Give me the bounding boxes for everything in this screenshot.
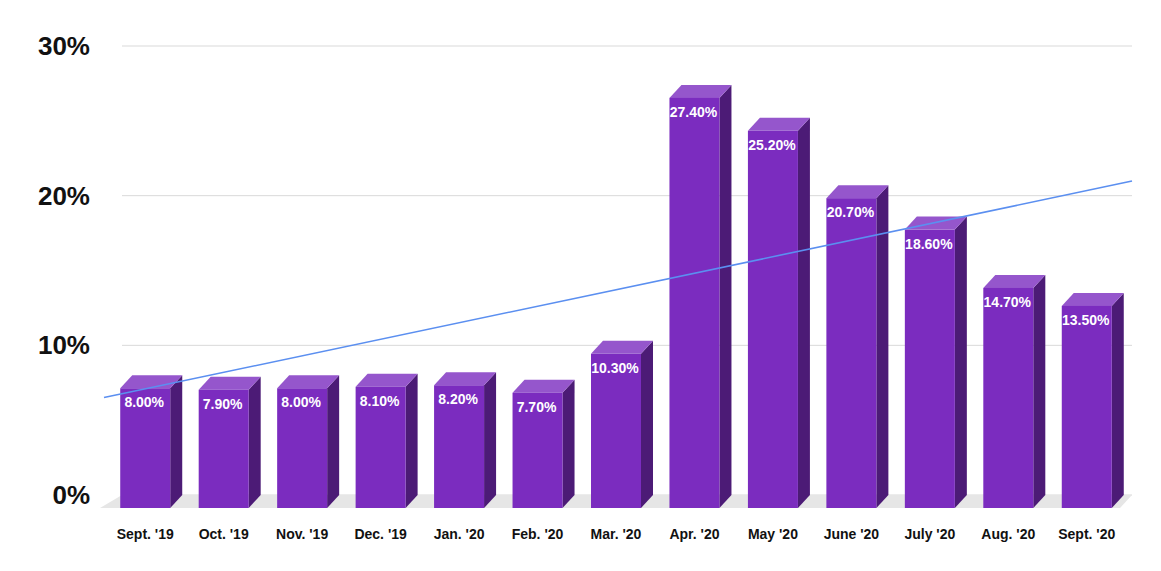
bar bbox=[513, 380, 575, 508]
bar-front bbox=[591, 354, 641, 508]
bar-top bbox=[434, 372, 496, 385]
y-tick-label: 0% bbox=[52, 480, 90, 510]
chart-root: 0% 10% 20% 30% 8.00% 7.90% 8.00% 8.10% 8.20% 7.70… bbox=[0, 0, 1161, 571]
bar bbox=[356, 374, 418, 508]
bar-front bbox=[199, 390, 249, 508]
data-label: 8.00% bbox=[281, 394, 321, 410]
bar-front bbox=[905, 230, 955, 508]
bar bbox=[1062, 293, 1124, 508]
bar-side bbox=[1033, 275, 1045, 508]
bar-side bbox=[563, 380, 575, 508]
bar-side bbox=[955, 217, 967, 508]
x-tick-label: May '20 bbox=[748, 526, 798, 542]
bar bbox=[277, 375, 339, 508]
x-tick-label: Dec. '19 bbox=[354, 526, 407, 542]
y-tick-label: 10% bbox=[38, 330, 90, 360]
bar bbox=[748, 118, 810, 508]
bar-front bbox=[513, 393, 563, 508]
bar bbox=[591, 341, 653, 508]
bar-top bbox=[120, 375, 182, 388]
data-label: 7.90% bbox=[203, 396, 243, 412]
bar-top bbox=[748, 118, 810, 131]
bar-top bbox=[591, 341, 653, 354]
bar-front bbox=[1062, 306, 1112, 508]
bar-side bbox=[641, 341, 653, 508]
bar-front bbox=[120, 388, 170, 508]
data-label: 8.00% bbox=[124, 394, 164, 410]
bar-top bbox=[513, 380, 575, 393]
bar-top bbox=[983, 275, 1045, 288]
bar-top bbox=[356, 374, 418, 387]
bar-front bbox=[669, 98, 719, 508]
bar bbox=[983, 275, 1045, 508]
bar bbox=[199, 377, 261, 508]
bar-side bbox=[719, 85, 731, 508]
x-tick-label: Feb. '20 bbox=[512, 526, 564, 542]
y-tick-label: 30% bbox=[38, 31, 90, 61]
bar-side bbox=[406, 374, 418, 508]
bar-side bbox=[798, 118, 810, 508]
data-label: 20.70% bbox=[827, 204, 875, 220]
trend-line bbox=[104, 181, 1132, 397]
data-label: 27.40% bbox=[670, 104, 718, 120]
x-tick-label: Nov. '19 bbox=[276, 526, 328, 542]
bars bbox=[120, 85, 1124, 508]
bar-top bbox=[199, 377, 261, 390]
bar bbox=[669, 85, 731, 508]
bar-top bbox=[669, 85, 731, 98]
x-tick-label: Jan. '20 bbox=[434, 526, 485, 542]
grid-line bbox=[122, 46, 1132, 47]
bar-front bbox=[277, 388, 327, 508]
x-tick-label: Sept. '19 bbox=[117, 526, 174, 542]
chart-svg: 0% 10% 20% 30% 8.00% 7.90% 8.00% 8.10% 8.20% 7.70… bbox=[0, 0, 1161, 571]
data-label: 7.70% bbox=[517, 399, 557, 415]
data-label: 8.20% bbox=[438, 391, 478, 407]
x-tick-label: July '20 bbox=[904, 526, 955, 542]
x-tick-label: June '20 bbox=[824, 526, 880, 542]
y-tick-label: 20% bbox=[38, 181, 90, 211]
data-label: 8.10% bbox=[360, 393, 400, 409]
bar-side bbox=[327, 375, 339, 508]
bar-side bbox=[1112, 293, 1124, 508]
bar-side bbox=[170, 375, 182, 508]
data-label: 18.60% bbox=[905, 236, 953, 252]
bar-front bbox=[356, 387, 406, 508]
bar-front bbox=[434, 385, 484, 508]
x-tick-label: Oct. '19 bbox=[199, 526, 249, 542]
x-tick-label: Sept. '20 bbox=[1058, 526, 1115, 542]
bar bbox=[434, 372, 496, 508]
bar-front bbox=[748, 131, 798, 508]
bar-top bbox=[826, 185, 888, 198]
bar bbox=[905, 217, 967, 508]
bar bbox=[120, 375, 182, 508]
grid-line bbox=[122, 195, 1132, 196]
data-label: 13.50% bbox=[1062, 312, 1110, 328]
bar-side bbox=[249, 377, 261, 508]
bar-top bbox=[1062, 293, 1124, 306]
data-label: 14.70% bbox=[984, 294, 1032, 310]
bar-side bbox=[484, 372, 496, 508]
data-label: 25.20% bbox=[748, 137, 796, 153]
x-tick-label: Apr. '20 bbox=[669, 526, 719, 542]
x-tick-label: Aug. '20 bbox=[981, 526, 1035, 542]
bar-top bbox=[277, 375, 339, 388]
data-label: 10.30% bbox=[591, 360, 639, 376]
bar-front bbox=[983, 288, 1033, 508]
x-tick-label: Mar. '20 bbox=[591, 526, 642, 542]
